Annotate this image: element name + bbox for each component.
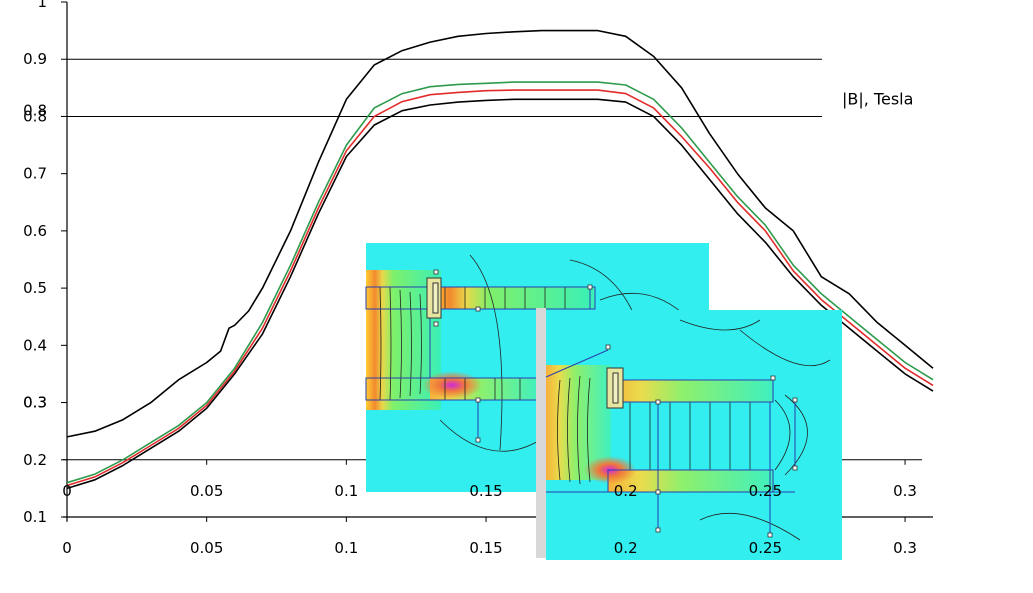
- ghost-y-tick-label: 0.8: [23, 102, 47, 120]
- field-plot-right-nodes: [605, 344, 798, 538]
- x-tick-label: 0.15: [469, 539, 502, 557]
- y-tick-label: 0.5: [23, 279, 47, 297]
- field-plot-right-geometry: [545, 349, 796, 535]
- x-tick-label: 0.2: [614, 539, 638, 557]
- offset-x-tick-label: 0.25: [749, 482, 782, 500]
- y-tick-label: 0.9: [23, 50, 47, 68]
- field-plot-left-hotspot: [422, 371, 482, 399]
- field-plot-left-upper-bar: [430, 287, 595, 309]
- series-line-0: [66, 29, 934, 438]
- field-plot-right-contours: [557, 319, 831, 541]
- field-plot-right: [536, 308, 842, 560]
- x-tick-label: 0.25: [749, 539, 782, 557]
- ghost-y-tick-label: 0.3: [23, 394, 47, 412]
- field-plot-right-lower-bar: [608, 470, 773, 492]
- units-label: |B|, Tesla: [842, 89, 913, 108]
- x-tick-label: 0.3: [893, 539, 917, 557]
- field-plot-left-coil: [426, 277, 442, 319]
- field-plot-left-nodes: [433, 269, 593, 443]
- grid-layer: [67, 58, 822, 117]
- y-tick-label: 0.2: [23, 451, 47, 469]
- series-layer: [66, 29, 934, 490]
- offset-x-tick-label: 0: [62, 482, 72, 500]
- y-tick-label: 0.1: [23, 508, 47, 526]
- y-tick-label: 0.4: [23, 336, 47, 354]
- y-tick-label: 0.8: [23, 107, 47, 125]
- field-plot-right-coil: [606, 367, 624, 409]
- field-plot-left-geometry: [365, 286, 596, 440]
- series-line-2: [66, 89, 934, 487]
- y-tick-label: 0.6: [23, 222, 47, 240]
- y-tick-label: 1: [37, 0, 47, 11]
- offset-x-tick-label: 0.1: [334, 482, 358, 500]
- offset-x-tick-label: 0.05: [190, 482, 223, 500]
- label-layer: 0.1 0.2 0.3 0.4 0.5 0.6 0.7 0.8 0.9 1 0 0.05 0.1 0.15…: [23, 0, 917, 557]
- y-tick-label: 0.3: [23, 394, 47, 412]
- series-line-3: [66, 98, 934, 490]
- x-tick-label: 0.05: [190, 539, 223, 557]
- x-tick-label: 0.1: [334, 539, 358, 557]
- y-tick-label: 0.7: [23, 165, 47, 183]
- x-tick-label: 0: [62, 539, 72, 557]
- offset-x-tick-label: 0.15: [469, 482, 502, 500]
- field-plot-left-contours: [379, 254, 691, 452]
- series-line-1: [66, 81, 934, 484]
- field-plot-right-scrollbar: [536, 308, 546, 558]
- field-plot-right-upper-bar: [608, 380, 773, 402]
- offset-x-tick-label: 0.3: [893, 482, 917, 500]
- offset-x-tick-label: 0.2: [614, 482, 638, 500]
